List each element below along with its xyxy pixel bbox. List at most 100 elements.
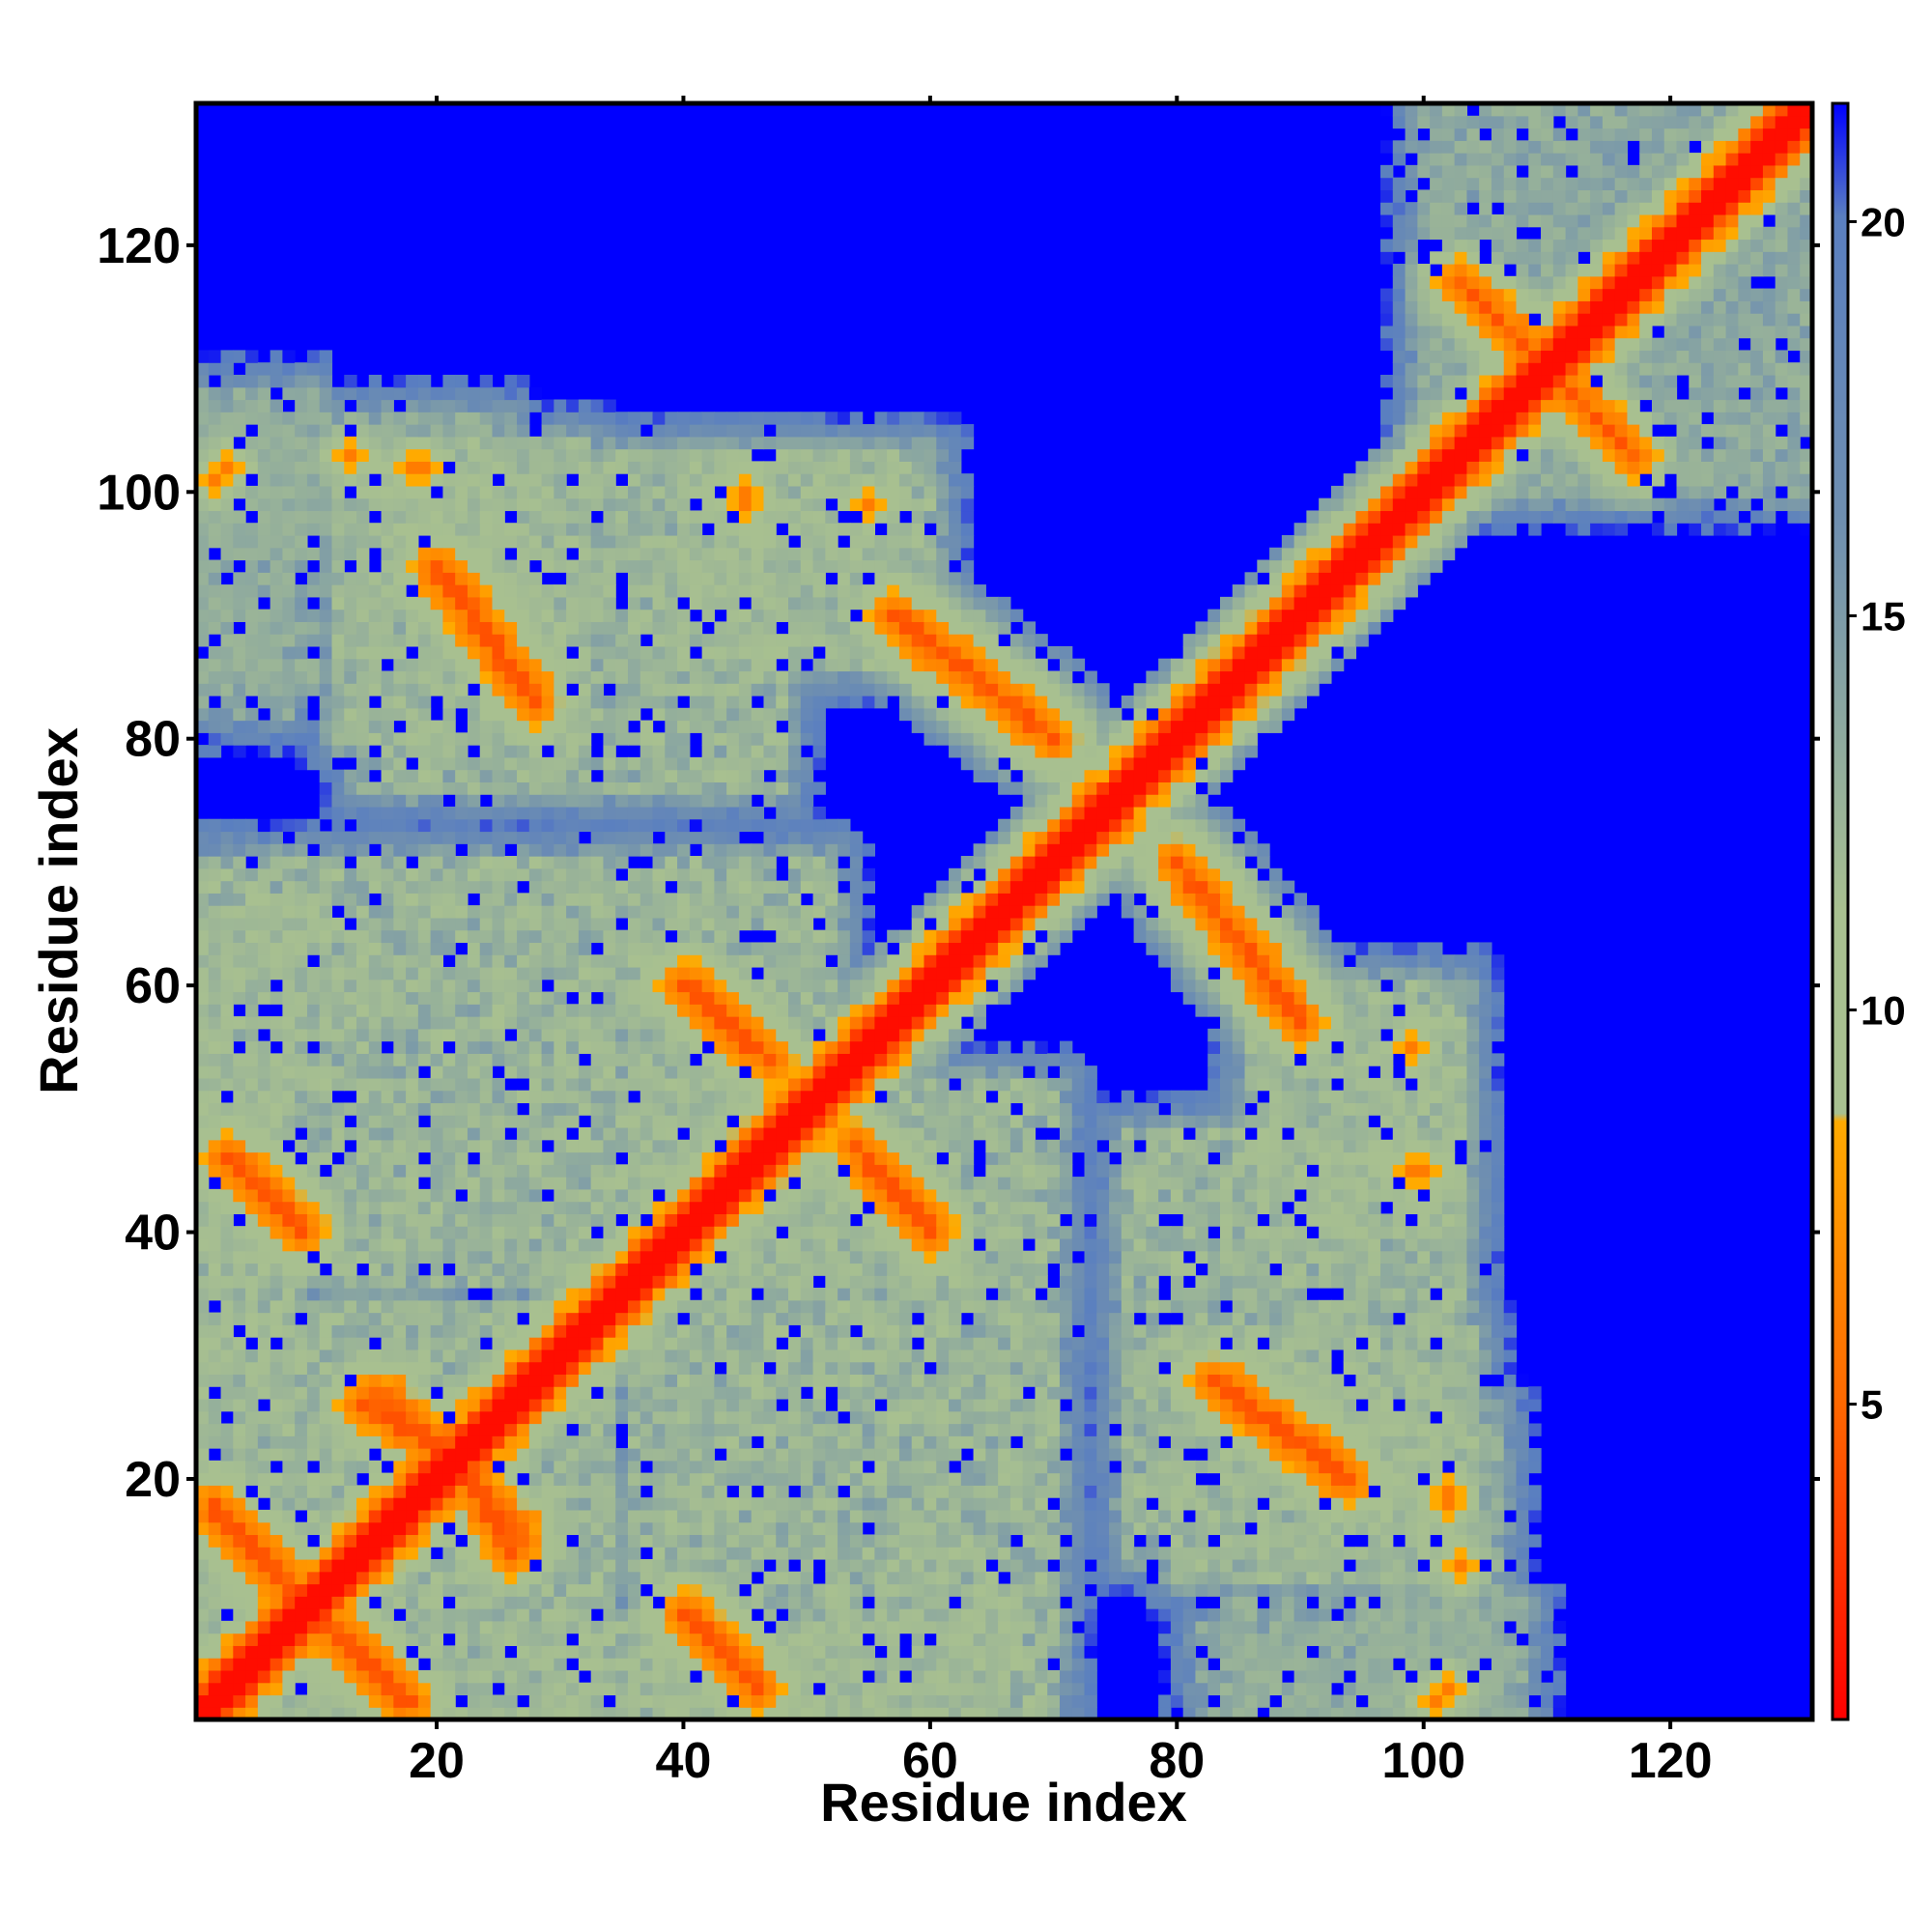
- heatmap-cell: [738, 781, 753, 795]
- heatmap-cell: [295, 1633, 308, 1646]
- heatmap-cell: [603, 584, 616, 598]
- heatmap-cell: [701, 942, 715, 955]
- heatmap-cell: [726, 831, 740, 844]
- heatmap-cell: [331, 1126, 345, 1141]
- heatmap-cell: [504, 1213, 518, 1227]
- heatmap-cell: [393, 1151, 407, 1165]
- heatmap-cell: [442, 1250, 456, 1264]
- heatmap-cell: [701, 1213, 715, 1227]
- heatmap-cell: [504, 905, 518, 919]
- heatmap-cell: [233, 374, 246, 388]
- heatmap-cell: [344, 1596, 357, 1609]
- heatmap-cell: [295, 818, 308, 833]
- heatmap-cell: [381, 1016, 394, 1030]
- heatmap-cell: [295, 880, 308, 894]
- heatmap-cell: [319, 1583, 333, 1597]
- heatmap-cell: [196, 880, 210, 894]
- heatmap-cell: [665, 1226, 678, 1239]
- heatmap-cell: [677, 634, 691, 647]
- heatmap-cell: [331, 1386, 345, 1400]
- heatmap-cell: [331, 1423, 345, 1436]
- heatmap-cell: [381, 1669, 394, 1684]
- heatmap-cell: [639, 942, 654, 955]
- heatmap-cell: [467, 1349, 481, 1363]
- heatmap-cell: [295, 1521, 308, 1536]
- heatmap-cell: [368, 1090, 383, 1104]
- heatmap-cell: [763, 1435, 777, 1449]
- heatmap-cell: [208, 893, 222, 906]
- heatmap-cell: [467, 1571, 481, 1585]
- heatmap-cell: [751, 534, 765, 549]
- heatmap-cell: [417, 1423, 432, 1436]
- heatmap-cell: [751, 1201, 765, 1214]
- heatmap-cell: [196, 707, 210, 722]
- heatmap-cell: [665, 1337, 678, 1350]
- heatmap-cell: [270, 1608, 283, 1622]
- heatmap-cell: [492, 461, 505, 474]
- heatmap-cell: [479, 596, 494, 611]
- heatmap-cell: [677, 1620, 691, 1634]
- heatmap-cell: [763, 794, 777, 808]
- heatmap-cell: [208, 1324, 222, 1338]
- heatmap-cell: [208, 1139, 222, 1153]
- heatmap-cell: [726, 1016, 740, 1030]
- heatmap-cell: [627, 1509, 641, 1523]
- heatmap-cell: [689, 485, 703, 499]
- heatmap-cell: [208, 473, 222, 487]
- heatmap-cell: [455, 1201, 469, 1214]
- heatmap-cell: [665, 1065, 678, 1079]
- heatmap-cell: [356, 1682, 370, 1696]
- heatmap-cell: [615, 1472, 629, 1486]
- heatmap-cell: [689, 1472, 703, 1486]
- heatmap-cell: [368, 523, 383, 536]
- heatmap-cell: [603, 1312, 616, 1325]
- heatmap-cell: [257, 1608, 271, 1622]
- heatmap-cell: [417, 1571, 432, 1585]
- heatmap-cell: [603, 1620, 616, 1634]
- heatmap-cell: [603, 1669, 616, 1684]
- heatmap-cell: [257, 1337, 271, 1350]
- heatmap-cell: [627, 645, 641, 660]
- heatmap-cell: [319, 769, 333, 782]
- heatmap-cell: [665, 658, 678, 672]
- heatmap-cell: [442, 1053, 456, 1066]
- heatmap-cell: [233, 1633, 246, 1646]
- heatmap-cell: [800, 1410, 814, 1425]
- heatmap-cell: [442, 609, 456, 622]
- heatmap-cell: [590, 1177, 605, 1190]
- heatmap-cell: [270, 412, 283, 425]
- heatmap-cell: [368, 1571, 383, 1585]
- heatmap-cell: [368, 929, 383, 944]
- heatmap-cell: [344, 1349, 357, 1363]
- heatmap-cell: [356, 1509, 370, 1523]
- heatmap-cell: [763, 756, 777, 771]
- heatmap-cell: [233, 412, 246, 425]
- heatmap-cell: [726, 1386, 740, 1400]
- heatmap-cell: [393, 412, 407, 425]
- heatmap-cell: [701, 1374, 715, 1387]
- heatmap-cell: [344, 1361, 357, 1376]
- heatmap-cell: [467, 905, 481, 919]
- heatmap-cell: [578, 609, 592, 622]
- heatmap-cell: [295, 1485, 308, 1498]
- heatmap-cell: [455, 1485, 469, 1498]
- heatmap-cell: [603, 1435, 616, 1449]
- heatmap-cell: [208, 880, 222, 894]
- heatmap-cell: [788, 1299, 802, 1314]
- heatmap-cell: [368, 979, 383, 993]
- heatmap-cell: [627, 1633, 641, 1646]
- heatmap-cell: [257, 634, 271, 647]
- heatmap-cell: [689, 1312, 703, 1325]
- heatmap-cell: [590, 880, 605, 894]
- heatmap-cell: [319, 720, 333, 733]
- heatmap-cell: [319, 732, 333, 746]
- heatmap-cell: [356, 745, 370, 758]
- heatmap-cell: [233, 1263, 246, 1276]
- heatmap-cell: [751, 1669, 765, 1684]
- heatmap-cell: [603, 1226, 616, 1239]
- heatmap-cell: [689, 1188, 703, 1203]
- heatmap-cell: [800, 1237, 814, 1252]
- heatmap-cell: [776, 683, 789, 696]
- heatmap-cell: [331, 880, 345, 894]
- heatmap-cell: [528, 634, 543, 647]
